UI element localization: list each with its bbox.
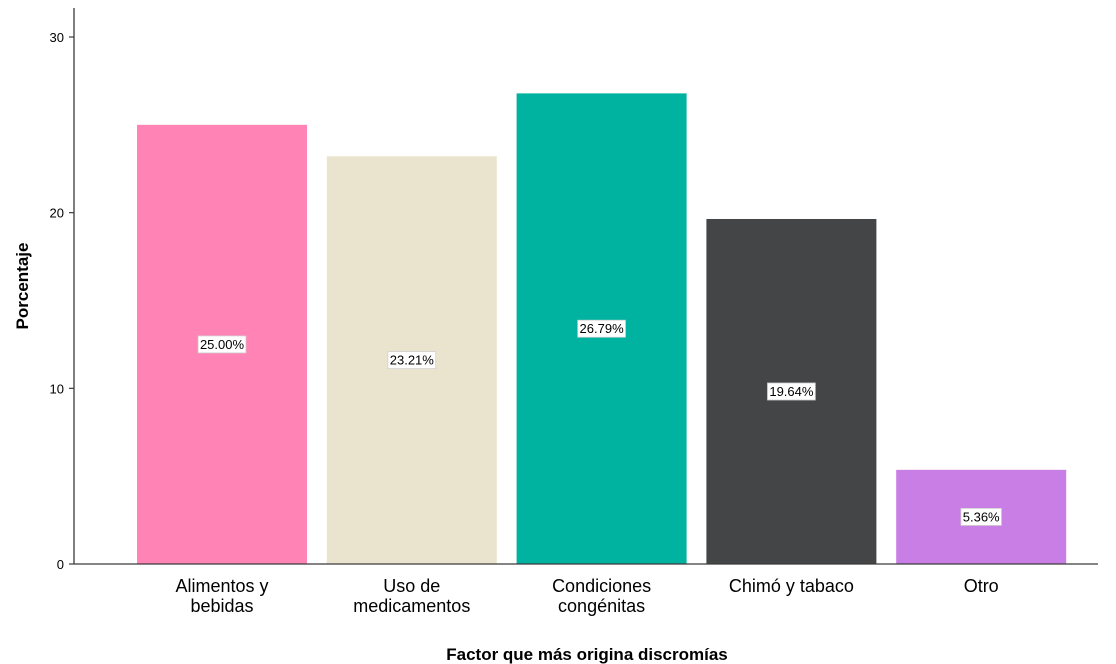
data-label-box bbox=[387, 351, 437, 370]
y-tick-label: 10 bbox=[50, 381, 64, 396]
x-labels-group: Alimentos y bebidas Uso de medicamentos Cond… bbox=[175, 576, 998, 616]
data-label: 26.79% bbox=[580, 321, 625, 336]
x-category-label: Chimó y tabaco bbox=[729, 576, 854, 596]
data-label: 19.64% bbox=[769, 384, 814, 399]
data-label-box bbox=[767, 382, 816, 401]
x-category-label-line: Uso de bbox=[383, 576, 440, 596]
x-category-label-line: Otro bbox=[964, 576, 999, 596]
y-tick-label: 20 bbox=[50, 206, 64, 221]
data-label-box bbox=[960, 508, 1002, 526]
x-category-label-line: bebidas bbox=[190, 596, 253, 616]
y-ticks-group: 0 10 20 30 bbox=[50, 30, 74, 572]
data-labels-group: 25.00% 23.21% 26.79% 19.64% 5.36% bbox=[197, 319, 1002, 526]
x-axis-title: Factor que más origina discromías bbox=[446, 645, 728, 664]
y-axis-title: Porcentaje bbox=[13, 243, 32, 330]
data-label-box bbox=[577, 319, 626, 338]
data-label: 25.00% bbox=[200, 337, 245, 352]
data-label-box bbox=[197, 335, 247, 354]
y-tick-label: 30 bbox=[50, 30, 64, 45]
x-category-label-line: medicamentos bbox=[353, 596, 470, 616]
x-category-label-line: congénitas bbox=[558, 596, 645, 616]
x-category-label: Condiciones congénitas bbox=[552, 576, 651, 616]
y-tick-label: 0 bbox=[57, 557, 64, 572]
x-category-label: Otro bbox=[964, 576, 999, 596]
x-category-label-line: Condiciones bbox=[552, 576, 651, 596]
x-category-label-line: Chimó y tabaco bbox=[729, 576, 854, 596]
data-label: 23.21% bbox=[390, 353, 435, 368]
x-category-label: Uso de medicamentos bbox=[353, 576, 470, 616]
x-category-label-line: Alimentos y bbox=[175, 576, 268, 596]
data-label: 5.36% bbox=[963, 509, 1000, 524]
x-category-label: Alimentos y bebidas bbox=[175, 576, 268, 616]
